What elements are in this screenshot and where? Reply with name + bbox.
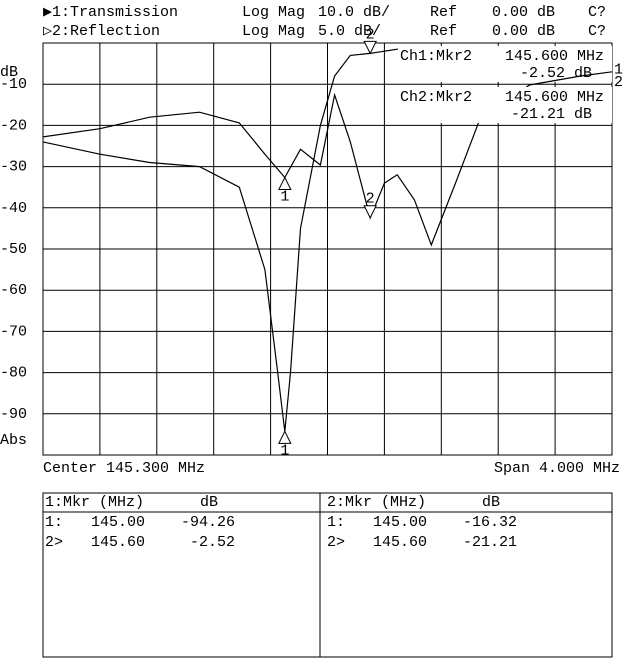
table-cell: -94.26	[181, 514, 235, 531]
center-freq: Center 145.300 MHz	[43, 460, 205, 477]
readout-marker: Ch1:Mkr2	[400, 48, 472, 65]
readout-marker: Ch2:Mkr2	[400, 89, 472, 106]
table-cell: -21.21	[463, 534, 517, 551]
y-tick-label: -40	[0, 200, 27, 217]
table-cell: -16.32	[463, 514, 517, 531]
y-tick-label: -30	[0, 159, 27, 176]
table-header: 2:Mkr (MHz)	[327, 494, 426, 511]
table-cell: -2.52	[190, 534, 235, 551]
readout-value: -21.21 dB	[511, 106, 592, 123]
channel-id: ▷2:Reflection	[43, 23, 160, 40]
channel-ref-label: Ref	[430, 4, 457, 21]
table-cell: 1:	[327, 514, 345, 531]
readout-freq: 145.600 MHz	[505, 48, 604, 65]
marker	[278, 430, 292, 444]
readout-bg	[398, 87, 612, 123]
channel-ref: 0.00 dB	[492, 4, 555, 21]
y-tick-label: -90	[0, 406, 27, 423]
channel-status: C?	[588, 4, 606, 21]
y-tick-label: -80	[0, 365, 27, 382]
channel-ref-label: Ref	[430, 23, 457, 40]
table-cell: 2>	[327, 534, 345, 551]
marker	[363, 205, 377, 219]
table-cell: 1:	[45, 514, 63, 531]
table-header: dB	[482, 494, 500, 511]
channel-scale: 10.0 dB/	[318, 4, 390, 21]
table-cell: 145.00	[373, 514, 427, 531]
trace-end-label: 2	[614, 74, 623, 91]
span: Span 4.000 MHz	[494, 460, 620, 477]
table-header: 1:Mkr (MHz)	[45, 494, 144, 511]
trace	[42, 71, 613, 247]
y-unit: dB	[0, 64, 18, 81]
table-cell: 145.60	[91, 534, 145, 551]
readout-freq: 145.600 MHz	[505, 89, 604, 106]
channel-ref: 0.00 dB	[492, 23, 555, 40]
readout-value: -2.52 dB	[520, 65, 592, 82]
channel-format: Log Mag	[242, 23, 305, 40]
table-header: dB	[200, 494, 218, 511]
marker	[278, 176, 292, 190]
y-tick-label: -60	[0, 282, 27, 299]
channel-format: Log Mag	[242, 4, 305, 21]
trace-end-label: 1	[614, 62, 623, 79]
table-cell: 145.60	[373, 534, 427, 551]
table-cell: 145.00	[91, 514, 145, 531]
y-tick-label: -70	[0, 323, 27, 340]
channel-status: C?	[588, 23, 606, 40]
y-tick-label: -50	[0, 241, 27, 258]
marker-label: 2	[366, 191, 375, 208]
y-tick-label: -10	[0, 76, 27, 93]
marker-label: 2	[366, 26, 375, 43]
marker-label: 1	[280, 188, 289, 205]
table-cell: 2>	[45, 534, 63, 551]
table-frame	[42, 492, 613, 658]
marker	[363, 40, 377, 55]
channel-scale: 5.0 dB/	[318, 23, 381, 40]
channel-id: ▶1:Transmission	[43, 4, 178, 21]
y-unit: Abs	[0, 432, 27, 449]
y-tick-label: -20	[0, 117, 27, 134]
marker-label: 1	[280, 442, 289, 459]
readout-bg	[398, 46, 612, 82]
